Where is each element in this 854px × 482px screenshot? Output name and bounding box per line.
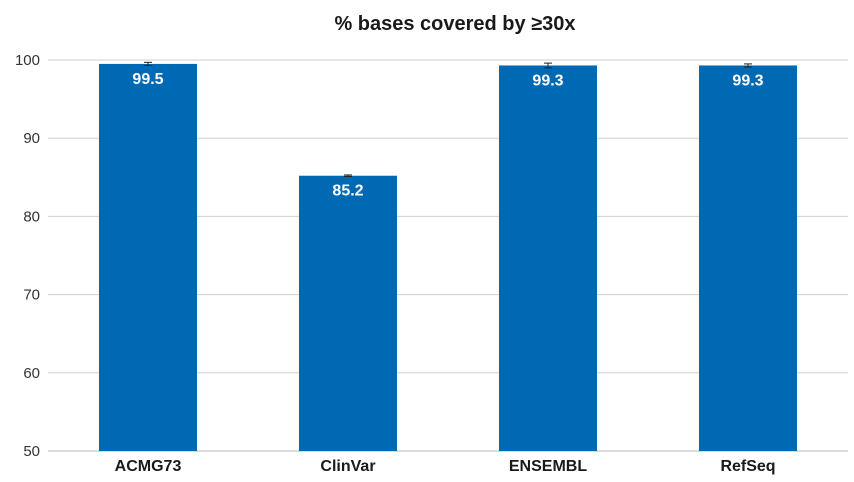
x-category-label: RefSeq (720, 458, 775, 475)
x-category-label: ENSEMBL (509, 458, 587, 475)
bar (499, 65, 597, 451)
bar (99, 63, 197, 451)
error-bar (344, 174, 352, 178)
x-category-label: ClinVar (320, 458, 375, 475)
bars (99, 63, 797, 451)
y-tick-label: 70 (23, 287, 40, 304)
data-label: 99.3 (732, 72, 763, 89)
data-label: 99.3 (532, 72, 563, 89)
error-bar (544, 62, 552, 69)
data-label: 85.2 (332, 183, 363, 200)
y-axis-ticks: 50 60 70 80 90 100 (15, 52, 40, 460)
error-bar (144, 61, 152, 66)
chart-title: % bases covered by ≥30x (334, 13, 575, 35)
y-tick-label: 80 (23, 208, 40, 225)
data-label: 99.5 (132, 71, 163, 88)
x-axis-categories: ACMG73 ClinVar ENSEMBL RefSeq (115, 458, 776, 475)
y-tick-label: 60 (23, 365, 40, 382)
y-tick-label: 90 (23, 130, 40, 147)
y-tick-label: 50 (23, 443, 40, 460)
x-category-label: ACMG73 (115, 458, 182, 475)
y-tick-label: 100 (15, 52, 40, 69)
error-bar (744, 63, 752, 68)
bar (699, 65, 797, 451)
bar (299, 175, 397, 451)
data-labels: 99.5 85.2 99.3 99.3 (132, 71, 763, 200)
error-bars (144, 61, 752, 178)
